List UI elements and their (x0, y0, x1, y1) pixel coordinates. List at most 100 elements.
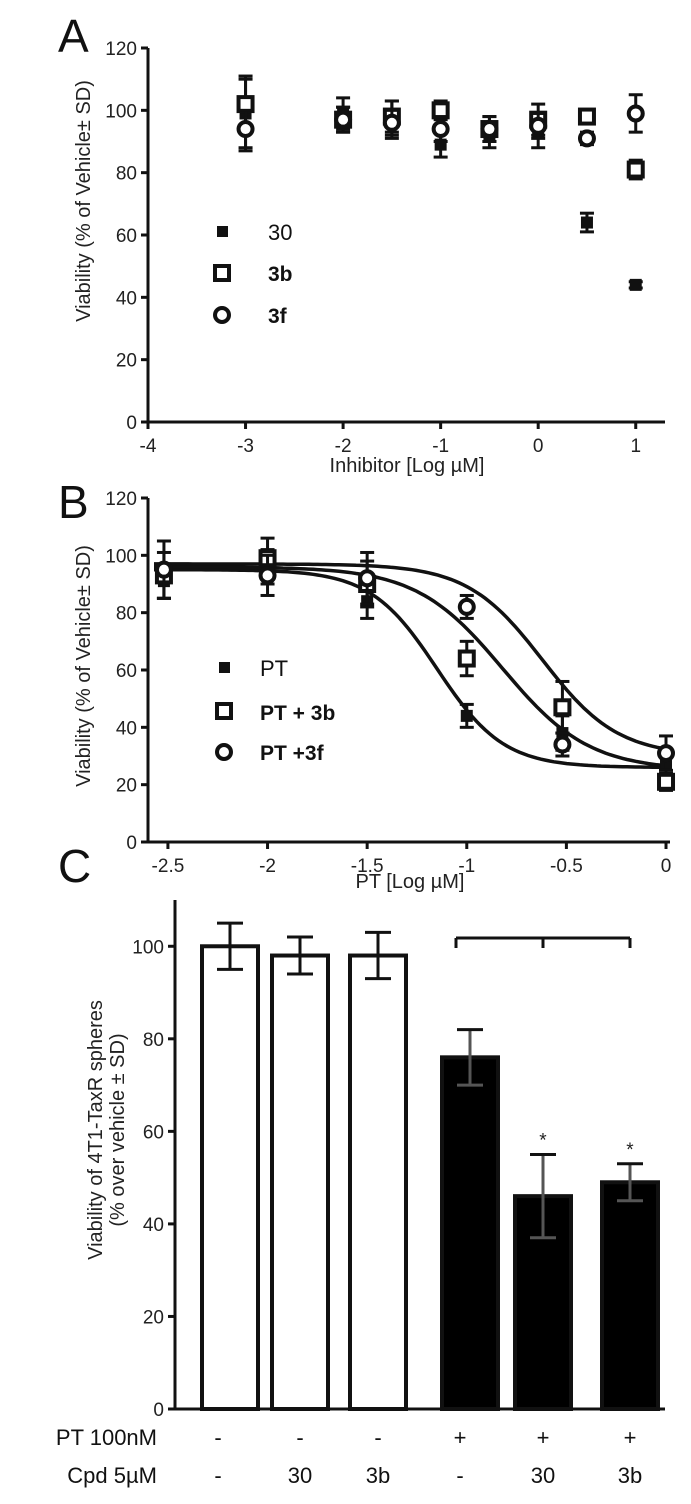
panel-c-bar (348, 953, 408, 1411)
legend-label-3f: 3f (268, 305, 288, 328)
panel-b-x-tick-label: -1.5 (351, 856, 384, 877)
panel-b-x-tick-label: 0 (661, 856, 672, 877)
panel-letter-c: C (58, 840, 91, 892)
panel-b-legend: PT PT + 3b PT +3f (215, 656, 335, 765)
panel-letter-a: A (58, 10, 89, 62)
panel-letter-b: B (58, 476, 89, 528)
panel-a-point-3f (236, 120, 255, 139)
panel-b-point-pt-3f (154, 560, 173, 579)
panel-b-point-pt-3f (457, 597, 476, 616)
panel-c-condition-value: + (624, 1425, 637, 1450)
panel-a-point-3f (480, 120, 499, 139)
panel-b-fit-curve-pt (154, 567, 670, 770)
panel-b-point-pt-3f (358, 569, 377, 588)
panel-b-plot: Viability (% of Vehicle± SD) PT [Log µM]… (73, 489, 676, 893)
panel-c-condition-value: + (454, 1425, 467, 1450)
panel-c-significance-marker: * (539, 1131, 547, 1152)
panel-a-x-tick-label: -2 (335, 436, 352, 457)
legend-label-pt-3f: PT +3f (260, 742, 325, 765)
panel-c-condition-value: - (296, 1425, 303, 1450)
panel-c-condition-value: - (456, 1463, 463, 1488)
panel-c-y-tick-label: 60 (143, 1122, 164, 1143)
panel-c-significance-marker: * (626, 1140, 634, 1161)
panel-c-condition-label: PT 100nM (56, 1425, 157, 1450)
panel-b-fit-curve-pt-3f (154, 562, 671, 752)
panel-c-condition-value: - (374, 1425, 381, 1450)
panel-b-y-tick-label: 100 (105, 546, 137, 567)
legend-marker-open-square (215, 702, 233, 720)
panel-b-y-tick-label: 80 (116, 604, 137, 625)
panel-a-point-3f (626, 104, 645, 123)
panel-c-condition-value: 30 (531, 1463, 555, 1488)
panel-b-point-pt (460, 709, 473, 722)
panel-a-point-3f (334, 110, 353, 129)
panel-b-y-tick-label: 0 (126, 833, 137, 854)
panel-a-x-tick-label: 0 (533, 436, 544, 457)
panel-b-point-pt-3f (553, 735, 572, 754)
legend-marker-filled-square (219, 662, 230, 673)
panel-a-y-tick-label: 120 (105, 39, 137, 60)
legend-label-3b: 3b (268, 263, 293, 286)
panel-b-x-tick-label: -0.5 (550, 856, 583, 877)
panel-c-condition-value: 3b (618, 1463, 642, 1488)
panel-b-point-pt-3b (657, 772, 676, 791)
panel-c-y-tick-label: 20 (143, 1307, 164, 1328)
panel-b-x-axis-label: PT [Log µM] (356, 871, 465, 893)
panel-a-x-tick-label: 1 (630, 436, 641, 457)
panel-c-y-tick-label: 100 (132, 937, 164, 958)
panel-b-y-axis-label: Viability (% of Vehicle± SD) (73, 545, 95, 787)
panel-c-bar (200, 944, 260, 1411)
panel-c-condition-value: - (214, 1425, 221, 1450)
panel-b-y-tick-label: 20 (116, 776, 137, 797)
panel-b-x-tick-label: -1 (458, 856, 475, 877)
panel-b-point-pt-3b (553, 698, 572, 717)
panel-a-y-tick-label: 100 (105, 101, 137, 122)
panel-a-y-tick-label: 20 (116, 351, 137, 372)
legend-marker-filled-square (217, 226, 228, 237)
panel-a-y-tick-label: 0 (126, 413, 137, 434)
panel-b-fit-curve-pt-3b (154, 565, 671, 768)
panel-b-x-tick-label: -2.5 (152, 856, 185, 877)
panel-b-point-pt-3f (258, 566, 277, 585)
panel-a-point-3f (382, 113, 401, 132)
legend-label-pt: PT (260, 656, 288, 681)
panel-c-y-tick-label: 0 (153, 1400, 164, 1421)
panel-c-plot: Viability of 4T1-TaxR spheres (% over ve… (56, 900, 665, 1488)
panel-b-point-pt-3f (657, 744, 676, 763)
panel-b-y-tick-label: 60 (116, 661, 137, 682)
panel-c-condition-value: - (214, 1463, 221, 1488)
legend-label-pt-3b: PT + 3b (260, 702, 335, 725)
panel-a-x-axis-label: Inhibitor [Log µM] (330, 455, 485, 477)
panel-a-x-tick-label: -3 (237, 436, 254, 457)
legend-marker-open-circle (213, 306, 231, 324)
panel-a-point-30 (629, 278, 642, 291)
panel-a-point-30 (580, 216, 593, 229)
panel-a-point-3f (577, 129, 596, 148)
panel-b-y-tick-label: 120 (105, 489, 137, 510)
panel-a-x-tick-label: -4 (140, 436, 157, 457)
panel-c-bar (600, 1180, 660, 1412)
panel-a-point-3f (431, 120, 450, 139)
panel-a-point-3b (626, 160, 645, 179)
legend-marker-open-square (213, 264, 231, 282)
panel-b-y-tick-label: 40 (116, 718, 137, 739)
panel-a-point-3f (529, 116, 548, 135)
panel-c-y-axis-label-line2: (% over vehicle ± SD) (107, 1033, 129, 1226)
legend-label-30: 30 (268, 220, 292, 245)
panel-a-y-axis-label: Viability (% of Vehicle± SD) (73, 80, 95, 322)
panel-a-legend: 30 3b 3f (213, 220, 293, 328)
panel-a-point-3b (577, 107, 596, 126)
panel-c-condition-value: 3b (366, 1463, 390, 1488)
panel-a-plot: Viability (% of Vehicle± SD) Inhibitor [… (73, 39, 665, 477)
panel-a-y-tick-label: 60 (116, 226, 137, 247)
panel-c-condition-value: 30 (288, 1463, 312, 1488)
panel-a-y-tick-label: 40 (116, 288, 137, 309)
panel-a-y-tick-label: 80 (116, 164, 137, 185)
panel-c-condition-value: + (537, 1425, 550, 1450)
panel-c-y-tick-label: 80 (143, 1030, 164, 1051)
panel-c-bar (513, 1194, 573, 1412)
panel-c-bar (440, 1055, 500, 1411)
panel-b-point-pt-3b (457, 649, 476, 668)
legend-marker-open-circle (215, 743, 233, 761)
